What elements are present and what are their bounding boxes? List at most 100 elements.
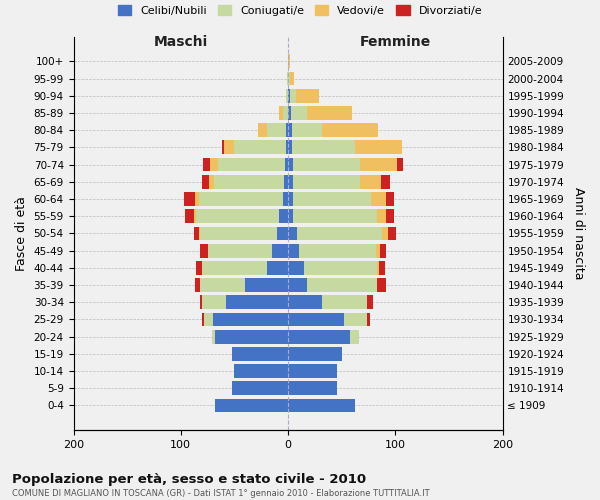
Bar — [397, 158, 403, 172]
Bar — [355, 140, 402, 154]
Bar — [292, 124, 322, 137]
Text: COMUNE DI MAGLIANO IN TOSCANA (GR) - Dati ISTAT 1° gennaio 2010 - Elaborazione T: COMUNE DI MAGLIANO IN TOSCANA (GR) - Dat… — [12, 489, 430, 498]
Bar — [371, 192, 386, 206]
Bar — [288, 106, 291, 120]
Bar — [288, 226, 296, 240]
Bar — [360, 158, 397, 172]
Bar — [205, 312, 213, 326]
Bar — [218, 158, 285, 172]
Bar — [202, 261, 266, 274]
Bar — [209, 175, 214, 188]
Bar — [382, 175, 390, 188]
Bar — [283, 192, 288, 206]
Text: Femmine: Femmine — [359, 36, 431, 50]
Bar — [350, 330, 359, 344]
Bar — [288, 364, 337, 378]
Y-axis label: Anni di nascita: Anni di nascita — [572, 187, 585, 280]
Bar — [288, 296, 322, 309]
Bar — [290, 72, 295, 86]
Bar — [213, 312, 288, 326]
Legend: Celibi/Nubili, Coniugati/e, Vedovi/e, Divorziati/e: Celibi/Nubili, Coniugati/e, Vedovi/e, Di… — [113, 0, 487, 20]
Bar — [208, 244, 272, 258]
Bar — [377, 261, 379, 274]
Bar — [258, 124, 266, 137]
Bar — [288, 124, 292, 137]
Bar — [293, 210, 377, 223]
Bar — [322, 296, 367, 309]
Bar — [194, 226, 199, 240]
Bar — [226, 296, 288, 309]
Bar — [304, 261, 377, 274]
Bar — [386, 210, 394, 223]
Bar — [386, 192, 394, 206]
Bar — [202, 296, 226, 309]
Bar — [379, 261, 385, 274]
Bar — [292, 140, 355, 154]
Bar — [195, 278, 200, 292]
Y-axis label: Fasce di età: Fasce di età — [15, 196, 28, 271]
Bar — [288, 312, 344, 326]
Bar — [288, 244, 299, 258]
Bar — [285, 158, 288, 172]
Bar — [322, 124, 378, 137]
Bar — [388, 226, 397, 240]
Bar — [382, 226, 388, 240]
Bar — [272, 244, 288, 258]
Bar — [196, 210, 280, 223]
Bar — [293, 175, 360, 188]
Bar — [266, 124, 286, 137]
Bar — [200, 278, 245, 292]
Bar — [367, 296, 373, 309]
Bar — [288, 347, 341, 361]
Bar — [232, 382, 288, 395]
Bar — [215, 398, 288, 412]
Bar — [202, 175, 209, 188]
Bar — [245, 278, 288, 292]
Bar — [196, 261, 202, 274]
Bar — [221, 140, 224, 154]
Bar — [288, 210, 293, 223]
Bar — [288, 278, 307, 292]
Bar — [286, 89, 288, 102]
Bar — [286, 124, 288, 137]
Bar — [377, 210, 386, 223]
Text: Popolazione per età, sesso e stato civile - 2010: Popolazione per età, sesso e stato civil… — [12, 472, 366, 486]
Bar — [287, 72, 288, 86]
Bar — [280, 106, 283, 120]
Bar — [291, 106, 307, 120]
Bar — [288, 398, 355, 412]
Bar — [286, 140, 288, 154]
Bar — [280, 210, 288, 223]
Bar — [200, 226, 277, 240]
Bar — [288, 158, 293, 172]
Bar — [199, 192, 283, 206]
Bar — [288, 140, 292, 154]
Bar — [215, 330, 288, 344]
Bar — [288, 89, 290, 102]
Bar — [210, 158, 218, 172]
Bar — [203, 158, 210, 172]
Bar — [277, 226, 288, 240]
Bar — [284, 175, 288, 188]
Bar — [266, 261, 288, 274]
Bar — [199, 226, 200, 240]
Bar — [360, 175, 382, 188]
Bar — [293, 192, 371, 206]
Bar — [185, 210, 194, 223]
Bar — [288, 330, 350, 344]
Bar — [288, 192, 293, 206]
Bar — [344, 312, 367, 326]
Bar — [299, 244, 376, 258]
Bar — [232, 347, 288, 361]
Bar — [200, 244, 208, 258]
Text: Maschi: Maschi — [154, 36, 208, 50]
Bar — [296, 89, 319, 102]
Bar — [288, 261, 304, 274]
Bar — [202, 312, 205, 326]
Bar — [194, 210, 196, 223]
Bar — [307, 106, 352, 120]
Bar — [380, 244, 386, 258]
Bar — [288, 72, 290, 86]
Bar — [290, 89, 296, 102]
Bar — [195, 192, 199, 206]
